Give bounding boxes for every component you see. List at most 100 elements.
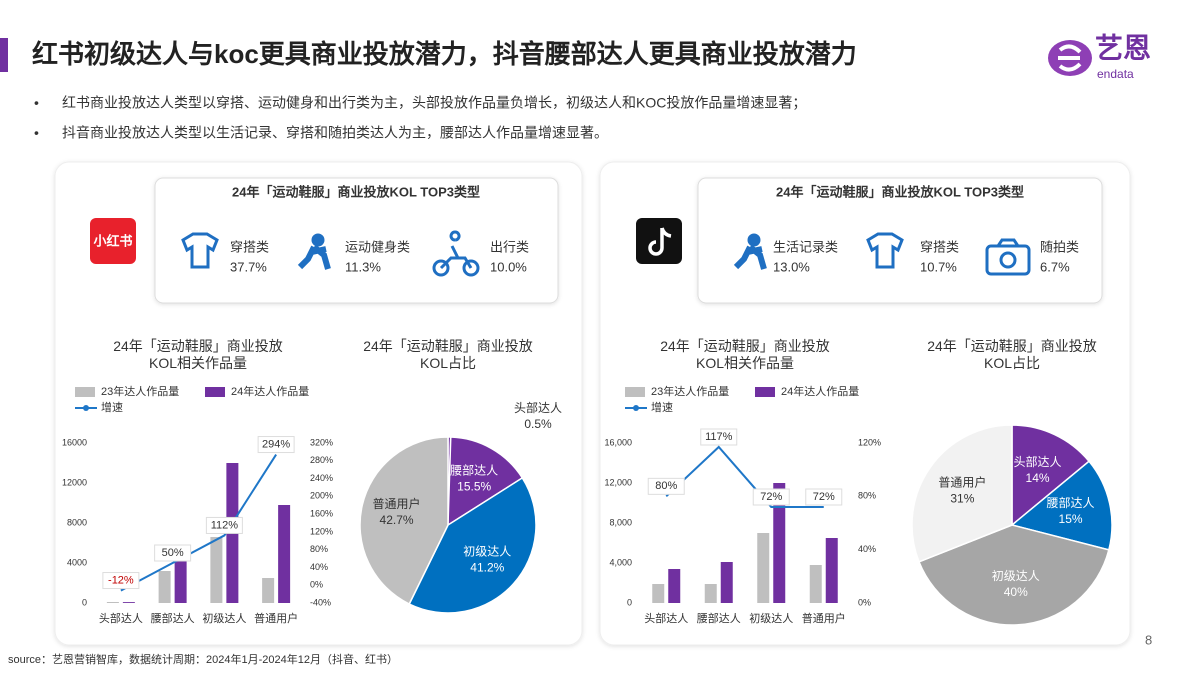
- x-tick-label: 初级达人: [749, 611, 793, 625]
- y2-tick-label: 320%: [310, 437, 333, 447]
- pie-slice: [1010, 460, 1113, 551]
- bullet-dot: •: [34, 125, 39, 141]
- bullet-dot: •: [34, 95, 39, 111]
- legend-symbol: [633, 405, 639, 411]
- xhs-logo: [90, 218, 136, 264]
- y2-tick-label: 120%: [858, 437, 881, 447]
- growth-label: 50%: [162, 547, 184, 559]
- legend-symbol: [83, 405, 89, 411]
- pie-label: 腰部达人: [450, 462, 498, 477]
- growth-label: 117%: [705, 431, 733, 443]
- x-tick-label: 腰部达人: [151, 611, 195, 625]
- legend-symbol: [75, 387, 95, 397]
- y2-tick-label: 120%: [310, 526, 333, 536]
- y-tick-label: 16,000: [604, 437, 632, 447]
- pie-value: 40%: [1004, 585, 1028, 599]
- item-value: 11.3%: [345, 259, 381, 274]
- y-tick-label: 4,000: [609, 557, 632, 567]
- legend-label: 24年达人作品量: [781, 384, 859, 398]
- pie-value: 15.5%: [457, 479, 491, 493]
- box-title: 24年「运动鞋服」商业投放KOL TOP3类型: [776, 184, 1024, 199]
- bar: [278, 505, 291, 603]
- x-tick-label: 普通用户: [254, 611, 298, 625]
- bar: [773, 483, 786, 603]
- chart-title: 24年「运动鞋服」商业投放KOL相关作品量: [660, 338, 830, 371]
- growth-label: 72%: [813, 491, 835, 503]
- growth-label: 72%: [760, 491, 782, 503]
- pie-slice: [359, 436, 449, 606]
- pie-value: 15%: [1059, 512, 1083, 526]
- x-tick-label: 普通用户: [802, 611, 846, 625]
- pie-label: 初级达人: [463, 544, 511, 558]
- source: source：艺恩营销智库，数据统计周期：2024年1月-2024年12月（抖音…: [8, 652, 398, 666]
- item-label: 穿搭类: [230, 239, 269, 254]
- growth-label: -12%: [108, 574, 134, 586]
- bullet: 抖音商业投放达人类型以生活记录、穿搭和随拍类达人为主，腰部达人作品量增速显著。: [62, 125, 608, 141]
- label-box: [647, 477, 685, 495]
- bar: [720, 562, 733, 603]
- pie-slice: [918, 524, 1110, 626]
- pie-slice: [1011, 424, 1091, 527]
- bar: [174, 555, 187, 603]
- x-tick-label: 头部达人: [644, 611, 688, 625]
- chart-title: 24年「运动鞋服」商业投放KOL占比: [927, 338, 1097, 371]
- y2-tick-label: 80%: [858, 491, 876, 501]
- pie-label: 头部达人: [1014, 454, 1062, 469]
- item-value: 37.7%: [230, 259, 267, 274]
- item-value: 13.0%: [773, 259, 810, 274]
- legend-label: 23年达人作品量: [651, 384, 729, 398]
- y-tick-label: 16000: [62, 437, 87, 447]
- pie-slice: [911, 424, 1013, 563]
- growth-label: 80%: [655, 480, 677, 492]
- y-tick-label: 0: [82, 597, 87, 607]
- item-label: 运动健身类: [345, 239, 410, 254]
- legend-label: 增速: [101, 400, 123, 414]
- y-tick-label: 4000: [67, 557, 87, 567]
- y2-tick-label: 40%: [310, 562, 328, 572]
- x-tick-label: 初级达人: [202, 611, 246, 625]
- accent-bar: [0, 38, 8, 72]
- item-label: 生活记录类: [773, 239, 838, 254]
- item-label: 随拍类: [1040, 239, 1079, 254]
- bar: [262, 578, 275, 603]
- chart-title: 24年「运动鞋服」商业投放KOL相关作品量: [113, 338, 283, 371]
- pie-slice: [447, 436, 524, 527]
- slide-title: 红书初级达人与koc更具商业投放潜力，抖音腰部达人更具商业投放潜力: [32, 39, 857, 69]
- pie-value: 41.2%: [470, 560, 504, 574]
- legend-symbol: [205, 387, 225, 397]
- bar: [122, 602, 135, 603]
- douyin-note: [648, 227, 672, 256]
- pie-label: 头部达人: [514, 400, 562, 415]
- pie-slice: [408, 476, 537, 614]
- legend-label: 增速: [651, 400, 673, 414]
- pie-label: 普通用户: [373, 496, 421, 511]
- label-box: [205, 516, 243, 534]
- pie-label: 普通用户: [938, 474, 986, 489]
- y-tick-label: 0: [627, 597, 632, 607]
- item-value: 10.7%: [920, 259, 957, 274]
- bar: [825, 538, 838, 603]
- pie-value: 14%: [1026, 471, 1050, 485]
- growth-label: 294%: [262, 438, 290, 450]
- pie-label: 腰部达人: [1047, 495, 1095, 510]
- bullet: 红书商业投放达人类型以穿搭、运动健身和出行类为主，头部投放作品量负增长，初级达人…: [62, 95, 806, 112]
- growth-line: [665, 445, 824, 508]
- y-tick-label: 12,000: [604, 477, 632, 487]
- bar: [757, 533, 770, 603]
- logo: 艺恩 endata: [1048, 32, 1151, 81]
- y-tick-label: 8,000: [609, 517, 632, 527]
- legend-label: 23年达人作品量: [101, 384, 179, 398]
- legend-symbol: [755, 387, 775, 397]
- box-title: 24年「运动鞋服」商业投放KOL TOP3类型: [232, 184, 480, 199]
- bar: [668, 569, 681, 603]
- pie-value: 0.5%: [524, 417, 552, 431]
- y2-tick-label: -40%: [310, 597, 331, 607]
- y2-tick-label: 80%: [310, 544, 328, 554]
- x-tick-label: 头部达人: [99, 611, 143, 625]
- growth-label: 112%: [211, 519, 239, 531]
- xhs-logo-text: 小红书: [93, 233, 132, 248]
- icons: [181, 230, 1031, 277]
- label-box: [752, 488, 790, 506]
